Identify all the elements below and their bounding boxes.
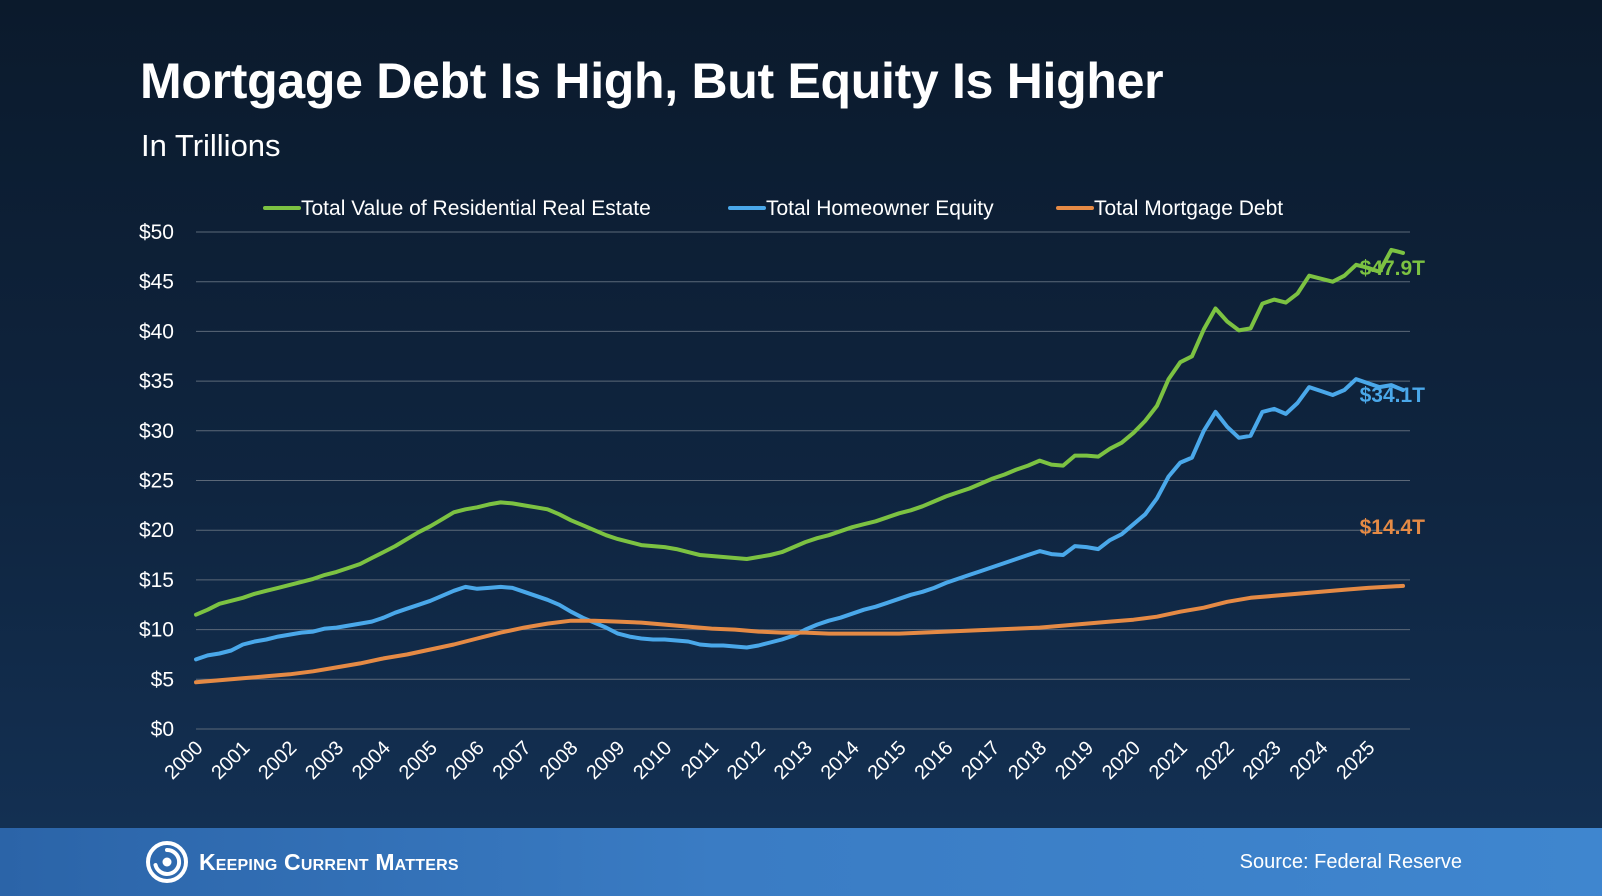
legend-label: Total Value of Residential Real Estate [301, 197, 651, 220]
x-tick-label: 2001 [207, 737, 254, 784]
legend-item-2: Total Mortgage Debt [1056, 197, 1283, 220]
legend-item-0: Total Value of Residential Real Estate [263, 197, 651, 220]
x-tick-label: 2014 [817, 737, 864, 784]
end-label-1: $34.1T [1360, 384, 1426, 407]
y-tick-label: $0 [151, 718, 174, 741]
y-tick-label: $5 [151, 668, 174, 691]
x-tick-label: 2021 [1145, 737, 1192, 784]
x-tick-label: 2003 [301, 737, 348, 784]
y-tick-label: $20 [139, 519, 174, 542]
page-subtitle: In Trillions [141, 128, 281, 163]
x-tick-label: 2024 [1285, 737, 1332, 784]
end-label-2: $14.4T [1360, 516, 1426, 539]
page-title: Mortgage Debt Is High, But Equity Is Hig… [140, 53, 1164, 109]
x-tick-label: 2004 [348, 737, 395, 784]
y-tick-label: $30 [139, 420, 174, 443]
legend-label: Total Mortgage Debt [1094, 197, 1283, 220]
x-tick-label: 2025 [1332, 737, 1379, 784]
y-tick-label: $35 [139, 370, 174, 393]
end-labels: $47.9T $34.1T $14.4T [1360, 257, 1426, 539]
source-note: Source: Federal Reserve [1239, 851, 1462, 873]
y-tick-label: $50 [139, 221, 174, 244]
series-line-2 [194, 583, 1405, 685]
brand-name: Keeping Current Matters [199, 848, 459, 875]
series-line-0 [194, 247, 1405, 617]
x-tick-label: 2017 [957, 737, 1004, 784]
x-tick-label: 2019 [1051, 737, 1098, 784]
x-tick-label: 2009 [582, 737, 629, 784]
y-tick-label: $25 [139, 470, 174, 493]
x-tick-label: 2006 [442, 737, 489, 784]
x-tick-label: 2022 [1192, 737, 1239, 784]
line-chart: $0 $5 $10 $15 $20 $25 $30 $35 $40 $45 $50 2000 2001… [139, 197, 1426, 784]
x-tick-label: 2013 [770, 737, 817, 784]
x-tick-label: 2016 [910, 737, 957, 784]
end-label-0: $47.9T [1360, 257, 1426, 280]
x-tick-label: 2011 [677, 737, 723, 783]
legend-label: Total Homeowner Equity [766, 197, 994, 220]
y-tick-label: $10 [139, 619, 174, 642]
legend: Total Value of Residential Real Estate To… [263, 197, 1283, 220]
series-lines [194, 247, 1405, 685]
x-axis-ticks: 2000 2001 2002 2003 2004 2005 2006 2007 2008 2009… [161, 737, 1380, 784]
y-tick-label: $15 [139, 569, 174, 592]
x-tick-label: 2010 [629, 737, 676, 784]
legend-item-1: Total Homeowner Equity [728, 197, 994, 220]
footer-bar: Keeping Current Matters Source: Federal … [0, 828, 1602, 896]
series-line-1 [194, 377, 1405, 662]
x-tick-label: 2007 [489, 737, 536, 784]
x-tick-label: 2008 [535, 737, 582, 784]
x-tick-label: 2020 [1098, 737, 1145, 784]
x-tick-label: 2012 [723, 737, 770, 784]
x-tick-label: 2015 [864, 737, 911, 784]
kcm-logo-icon [146, 841, 188, 883]
y-tick-label: $45 [139, 271, 174, 294]
x-tick-label: 2018 [1004, 737, 1051, 784]
y-tick-label: $40 [139, 320, 174, 343]
grid-lines [196, 231, 1410, 730]
brand: Keeping Current Matters [145, 840, 459, 884]
x-tick-label: 2023 [1239, 737, 1286, 784]
x-tick-label: 2002 [254, 737, 301, 784]
y-axis-ticks: $0 $5 $10 $15 $20 $25 $30 $35 $40 $45 $50 [139, 221, 174, 741]
x-tick-label: 2000 [161, 737, 208, 784]
x-tick-label: 2005 [395, 737, 442, 784]
